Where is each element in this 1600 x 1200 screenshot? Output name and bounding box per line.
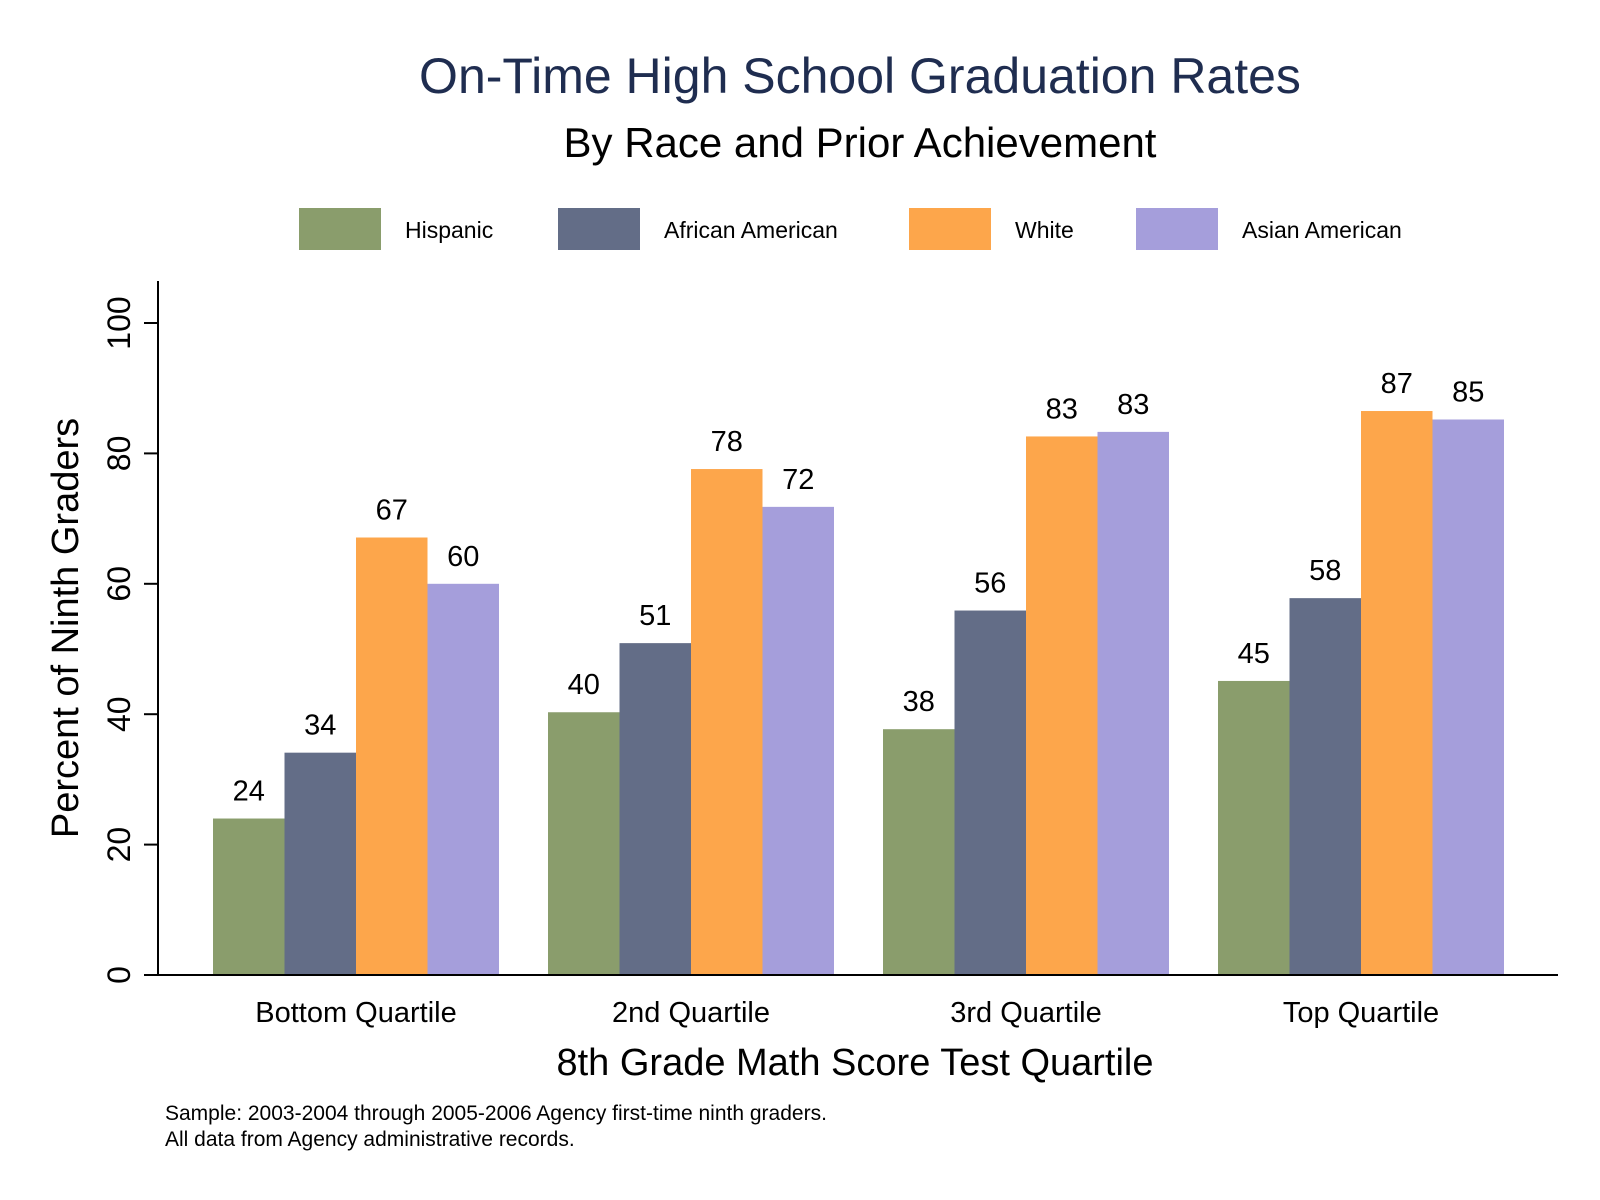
bar-hispanic-bottom-quartile — [213, 818, 285, 975]
data-label-african-american-3rd-quartile: 56 — [974, 568, 1006, 600]
legend-swatch-asian-american — [1136, 208, 1218, 250]
y-axis-title: Percent of Ninth Graders — [45, 418, 87, 838]
bars — [213, 411, 1504, 976]
x-category-label: 2nd Quartile — [612, 997, 770, 1029]
y-tick-label: 80 — [101, 436, 137, 472]
chart-subtitle: By Race and Prior Achievement — [564, 119, 1157, 166]
legend-label-asian-american: Asian American — [1242, 217, 1402, 243]
data-label-asian-american-2nd-quartile: 72 — [782, 464, 814, 496]
data-label-hispanic-2nd-quartile: 40 — [568, 669, 600, 701]
data-label-white-2nd-quartile: 78 — [711, 426, 743, 458]
bar-white-3rd-quartile — [1026, 436, 1098, 975]
bar-hispanic-3rd-quartile — [883, 729, 955, 975]
data-label-white-top-quartile: 87 — [1381, 368, 1413, 400]
bar-hispanic-2nd-quartile — [548, 712, 620, 975]
y-tick-label: 60 — [101, 566, 137, 602]
bar-labels: 24 34 67 60 40 51 78 72 38 56 83 83 45 58 87 85 — [233, 368, 1485, 808]
legend-swatch-white — [909, 208, 991, 250]
bar-asian-american-2nd-quartile — [762, 506, 834, 975]
data-label-hispanic-bottom-quartile: 24 — [233, 776, 265, 808]
y-tick-label: 0 — [101, 966, 137, 984]
x-category-label: Bottom Quartile — [255, 997, 456, 1029]
bar-white-top-quartile — [1361, 411, 1433, 975]
y-axis: 0 20 40 60 80 100 — [101, 281, 159, 984]
bar-asian-american-top-quartile — [1432, 419, 1504, 976]
bar-african-american-top-quartile — [1289, 598, 1361, 975]
chart-title: On-Time High School Graduation Rates — [419, 48, 1301, 104]
data-label-asian-american-top-quartile: 85 — [1452, 376, 1484, 408]
bar-white-bottom-quartile — [356, 537, 428, 975]
bar-african-american-bottom-quartile — [284, 752, 356, 975]
y-tick-label: 40 — [101, 696, 137, 732]
x-category-label: 3rd Quartile — [950, 997, 1102, 1029]
bar-asian-american-3rd-quartile — [1097, 431, 1169, 975]
x-axis: Bottom Quartile 2nd Quartile 3rd Quartile T… — [158, 974, 1558, 1029]
bar-asian-american-bottom-quartile — [427, 583, 499, 975]
data-label-african-american-top-quartile: 58 — [1309, 555, 1341, 587]
data-label-african-american-2nd-quartile: 51 — [639, 600, 671, 632]
note-line-2: All data from Agency administrative reco… — [165, 1128, 575, 1151]
legend-swatch-african-american — [558, 208, 640, 250]
legend-swatch-hispanic — [299, 208, 381, 250]
y-tick-label: 20 — [101, 827, 137, 863]
data-label-asian-american-bottom-quartile: 60 — [447, 541, 479, 573]
x-axis-title: 8th Grade Math Score Test Quartile — [556, 1042, 1153, 1084]
legend-label-african-american: African American — [664, 217, 838, 243]
data-label-white-3rd-quartile: 83 — [1046, 393, 1078, 425]
y-tick-label: 100 — [101, 296, 137, 349]
bar-african-american-2nd-quartile — [619, 643, 691, 975]
bar-african-american-3rd-quartile — [954, 610, 1026, 975]
legend: Hispanic African American White Asian Ameri… — [299, 208, 1402, 250]
data-label-white-bottom-quartile: 67 — [376, 495, 408, 527]
note-line-1: Sample: 2003-2004 through 2005-2006 Agen… — [165, 1102, 827, 1125]
legend-label-hispanic: Hispanic — [405, 217, 493, 243]
data-label-african-american-bottom-quartile: 34 — [304, 710, 336, 742]
data-label-hispanic-top-quartile: 45 — [1238, 638, 1270, 670]
x-category-label: Top Quartile — [1283, 997, 1439, 1029]
bar-white-2nd-quartile — [691, 469, 763, 975]
bar-hispanic-top-quartile — [1218, 680, 1290, 975]
data-label-asian-american-3rd-quartile: 83 — [1117, 389, 1149, 421]
data-label-hispanic-3rd-quartile: 38 — [903, 686, 935, 718]
legend-label-white: White — [1015, 217, 1074, 243]
